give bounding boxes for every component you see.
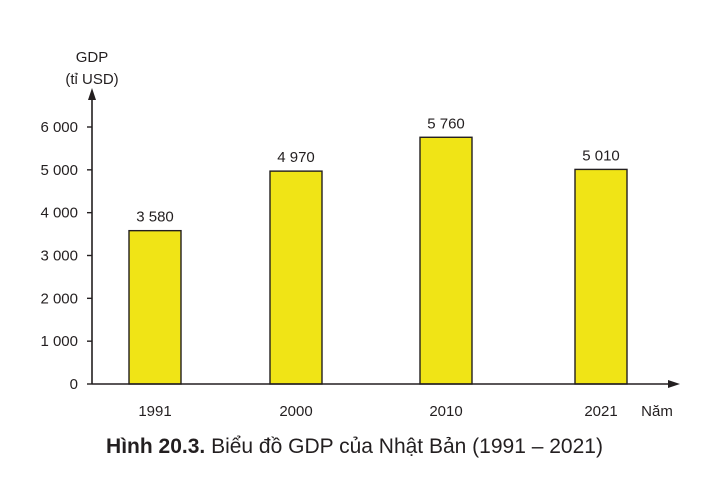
- x-tick-label: 2010: [429, 403, 462, 420]
- value-labels: 3 580 4 970 5 760 5 010: [136, 115, 620, 225]
- x-tick-label: 1991: [138, 403, 171, 420]
- y-axis-ticks: 0 1 000 2 000 3 000 4 000 5 000 6 000: [40, 119, 92, 393]
- bar-2010: [419, 136, 473, 385]
- y-tick-label: 6 000: [40, 119, 78, 136]
- bar-2000: [269, 170, 323, 385]
- y-axis-title: GDP: [76, 49, 109, 66]
- y-tick-label: 2 000: [40, 290, 78, 307]
- figure-caption: Hình 20.3. Biểu đồ GDP của Nhật Bản (199…: [0, 435, 709, 459]
- y-axis-unit: (tỉ USD): [65, 71, 118, 88]
- x-axis-title: Năm: [641, 403, 673, 420]
- data-label: 3 580: [136, 209, 174, 226]
- category-labels: 1991 2000 2010 2021: [138, 403, 617, 420]
- bars: [128, 136, 628, 385]
- data-label: 5 760: [427, 115, 465, 132]
- caption-text: Biểu đồ GDP của Nhật Bản (1991 – 2021): [205, 435, 603, 458]
- data-label: 4 970: [277, 149, 315, 166]
- gdp-bar-chart: 0 1 000 2 000 3 000 4 000 5 000 6 000 1991 2000…: [40, 49, 680, 420]
- figure-number: Hình 20.3.: [106, 435, 206, 458]
- x-tick-label: 2000: [279, 403, 312, 420]
- y-tick-label: 5 000: [40, 162, 78, 179]
- y-axis-arrow: [88, 88, 96, 100]
- x-tick-label: 2021: [584, 403, 617, 420]
- y-tick-label: 4 000: [40, 205, 78, 222]
- bar-1991: [128, 229, 182, 385]
- y-tick-label: 3 000: [40, 248, 78, 265]
- y-tick-label: 1 000: [40, 333, 78, 350]
- data-label: 5 010: [582, 147, 620, 164]
- y-tick-label: 0: [70, 376, 78, 393]
- x-axis-arrow: [668, 380, 680, 388]
- bar-2021: [574, 168, 628, 385]
